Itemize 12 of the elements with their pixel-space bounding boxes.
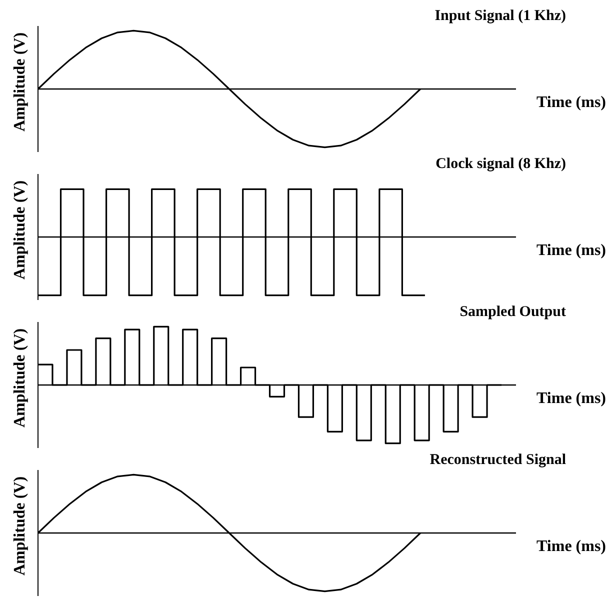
- x-axis-title: Time (ms): [536, 94, 606, 112]
- y-axis-title: Amplitude (V): [12, 180, 30, 280]
- y-axis-title: Amplitude (V): [12, 32, 30, 132]
- chart-title: Clock signal (8 Khz): [436, 156, 566, 173]
- y-axis-title: Amplitude (V): [12, 328, 30, 428]
- chart-title: Input Signal (1 Khz): [434, 8, 566, 25]
- x-axis-title: Time (ms): [536, 538, 606, 556]
- x-axis-title: Time (ms): [536, 242, 606, 260]
- y-axis-title: Amplitude (V): [12, 476, 30, 576]
- chart-title: Reconstructed Signal: [430, 452, 566, 469]
- x-axis-title: Time (ms): [536, 390, 606, 408]
- chart-title: Sampled Output: [460, 304, 566, 321]
